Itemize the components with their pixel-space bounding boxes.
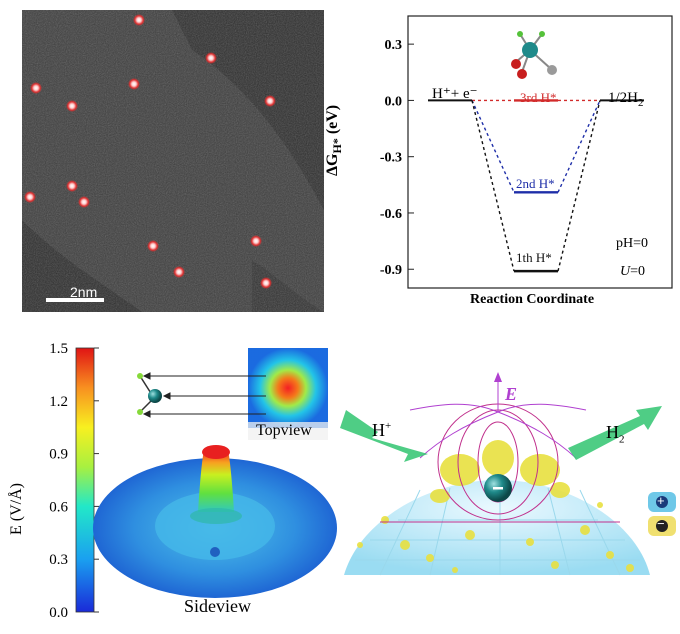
y-tick-label: -0.6 xyxy=(380,207,402,222)
pathway-connector xyxy=(557,100,601,193)
potential-condition: U=0 xyxy=(620,264,646,279)
colorbar xyxy=(75,347,95,613)
y-axis-label: ΔGH* (eV) xyxy=(324,104,345,176)
colorbar-ticks: 1.5 1.2 0.9 0.6 0.3 0.0 xyxy=(49,341,99,621)
cluster-schematic xyxy=(340,372,662,576)
single-atom-markers xyxy=(24,14,276,289)
plus-charge-icon: + xyxy=(657,493,665,508)
topview-hotspot xyxy=(248,348,328,428)
pathway-connector xyxy=(471,100,515,193)
stem-image-panel: 2nm xyxy=(22,10,324,312)
electric-field-panel: 1.5 1.2 0.9 0.6 0.3 0.0 xyxy=(0,330,680,629)
right-state-label: 1/2H2 xyxy=(608,90,644,109)
free-energy-diagram: 0.3 0.0 -0.3 -0.6 -0.9 ΔGH* (eV) Reaction Co… xyxy=(324,6,676,314)
scale-bar-label: 2nm xyxy=(70,284,98,300)
stem-micrograph xyxy=(22,10,324,312)
energy-diagram-svg: 0.3 0.0 -0.3 -0.6 -0.9 xyxy=(380,15,673,289)
proton-label: H+ xyxy=(372,420,392,440)
colorbar-tick-label: 0.0 xyxy=(49,605,68,621)
y-tick-label: 0.3 xyxy=(385,38,403,53)
colorbar-tick-label: 1.5 xyxy=(49,341,68,357)
energy-levels xyxy=(428,99,644,273)
bottom-panels-svg: 1.5 1.2 0.9 0.6 0.3 0.0 xyxy=(49,341,676,621)
x-axis-label: Reaction Coordinate xyxy=(470,292,595,307)
hydrogen-label: H2 xyxy=(606,422,625,446)
y-tick-label: -0.3 xyxy=(380,151,402,166)
electric-field-label: E xyxy=(505,384,518,404)
projection-arrows xyxy=(142,372,266,418)
third-h-label: 3rd H* xyxy=(520,90,557,105)
colorbar-axis-label: E (V/Å) xyxy=(8,483,25,535)
y-tick-label: -0.9 xyxy=(380,263,402,278)
minus-charge-icon: − xyxy=(657,516,665,531)
adsorbate-molecule xyxy=(137,373,162,415)
first-h-label: 1th H* xyxy=(516,250,552,265)
colorbar-tick-label: 1.2 xyxy=(49,394,68,410)
pathway-connector xyxy=(557,100,601,272)
colorbar-tick-label: 0.6 xyxy=(49,499,68,515)
left-state-label: H⁺+ e⁻ xyxy=(432,86,478,102)
charge-legend xyxy=(648,492,676,536)
molecule-icon xyxy=(511,31,557,79)
scale-bar xyxy=(46,298,104,302)
sideview-surface xyxy=(93,445,337,598)
y-axis-ticks: 0.3 0.0 -0.3 -0.6 -0.9 xyxy=(380,38,414,278)
colorbar-tick-label: 0.9 xyxy=(49,447,68,463)
pathway-connector xyxy=(471,100,515,272)
topview-label: Topview xyxy=(256,422,312,439)
y-tick-label: 0.0 xyxy=(385,94,403,109)
ph-condition: pH=0 xyxy=(616,236,649,251)
plot-frame xyxy=(407,15,673,289)
second-h-label: 2nd H* xyxy=(516,176,555,191)
colorbar-tick-label: 0.3 xyxy=(49,552,68,568)
sideview-label: Sideview xyxy=(184,596,251,616)
